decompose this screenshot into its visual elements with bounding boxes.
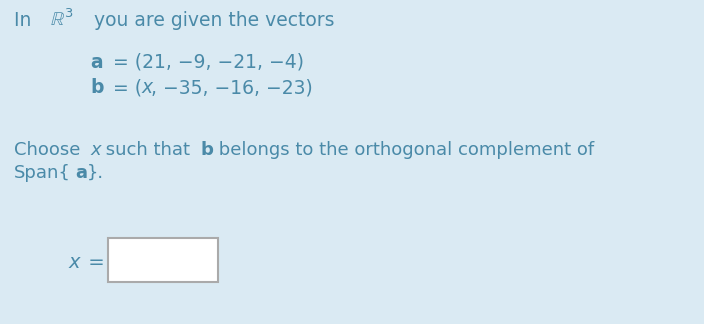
Text: Choose: Choose xyxy=(14,141,86,159)
Text: belongs to the orthogonal complement of: belongs to the orthogonal complement of xyxy=(213,141,594,159)
Text: b: b xyxy=(90,78,103,97)
Text: }.: }. xyxy=(87,164,104,182)
Text: a: a xyxy=(75,164,87,182)
Text: x: x xyxy=(141,78,152,97)
Text: In: In xyxy=(14,11,37,30)
Text: =: = xyxy=(82,253,111,272)
Text: b: b xyxy=(200,141,213,159)
Text: x: x xyxy=(90,141,101,159)
Text: , −35, −16, −23): , −35, −16, −23) xyxy=(151,78,313,97)
Text: you are given the vectors: you are given the vectors xyxy=(88,11,334,30)
Text: Span{: Span{ xyxy=(14,164,71,182)
Text: = (: = ( xyxy=(107,78,142,97)
Text: a: a xyxy=(90,53,103,72)
FancyBboxPatch shape xyxy=(108,238,218,282)
Text: x: x xyxy=(68,253,80,272)
Text: such that: such that xyxy=(100,141,196,159)
Text: $\mathbb{R}^3$: $\mathbb{R}^3$ xyxy=(50,8,73,30)
Text: = (21, −9, −21, −4): = (21, −9, −21, −4) xyxy=(107,53,304,72)
